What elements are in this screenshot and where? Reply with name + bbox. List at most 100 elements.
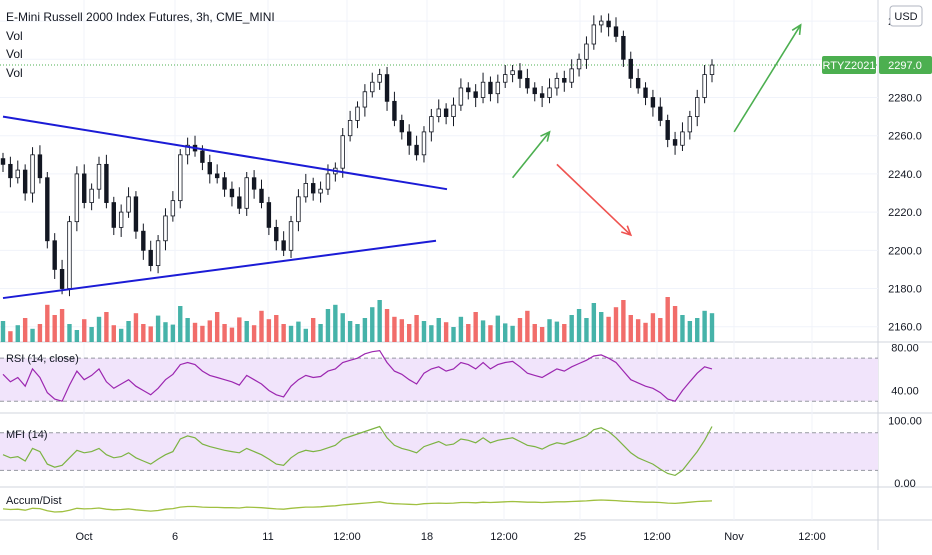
volume-bar — [8, 331, 13, 342]
candle-body — [495, 81, 501, 95]
candle-body — [621, 35, 626, 60]
time-tick-label: 12:00 — [798, 531, 826, 543]
green-arrow-2[interactable] — [733, 24, 802, 133]
candle-body — [296, 196, 301, 223]
vol-label-3: Vol — [6, 66, 23, 80]
volume-bar — [480, 320, 486, 342]
candle-body — [421, 131, 427, 156]
currency-label[interactable]: USD — [894, 11, 917, 23]
volume-bar — [200, 325, 205, 342]
volume-bar — [392, 316, 397, 342]
volume-bar — [52, 315, 57, 342]
volume-bar — [126, 321, 131, 342]
green-arrow-2-head — [791, 23, 802, 35]
candle-body — [562, 78, 567, 83]
volume-bar — [214, 312, 220, 342]
candle-body — [414, 144, 419, 156]
volume-bar — [318, 324, 323, 342]
candle-body — [22, 169, 28, 194]
volume-bar — [155, 315, 161, 342]
volume-bar — [355, 324, 360, 342]
volume-bar — [296, 321, 301, 342]
lower-trendline[interactable] — [2, 239, 437, 300]
symbol-tag[interactable] — [822, 56, 876, 75]
mfi-line — [2, 425, 713, 477]
volume-bar — [118, 328, 124, 342]
candle-body — [251, 177, 257, 190]
price-tick-label: 2260.0 — [888, 131, 922, 143]
mfi-tick-label: 0.00 — [894, 478, 915, 490]
green-arrow-1[interactable] — [511, 131, 551, 179]
volume-bar — [562, 324, 567, 342]
candle-body — [30, 154, 35, 194]
candle-body — [37, 154, 43, 179]
candle-body — [370, 81, 375, 93]
candle-body — [89, 188, 94, 203]
volume-bar — [709, 313, 715, 342]
rsi-tick-label: 40.00 — [891, 385, 919, 397]
volume-bar — [207, 320, 212, 342]
volume-bar — [237, 317, 242, 342]
candle-body — [606, 20, 611, 28]
currency-box[interactable] — [889, 5, 923, 27]
candle-body — [473, 91, 478, 98]
volume-bar — [635, 319, 641, 342]
last-price-tag[interactable] — [879, 56, 932, 75]
candle-body — [141, 230, 146, 251]
candle-body — [170, 200, 176, 217]
chart-title: E-Mini Russell 2000 Index Futures, 3h, C… — [6, 10, 275, 24]
volume-bar — [325, 309, 331, 342]
candle-body — [399, 120, 405, 133]
volume-bar — [281, 324, 286, 342]
volume-bar — [584, 318, 589, 342]
candle-body — [429, 116, 434, 133]
candle-body — [259, 188, 264, 203]
candle-body — [547, 87, 552, 98]
volume-bar — [96, 316, 102, 342]
candle-body — [539, 93, 545, 98]
candle-body — [340, 135, 345, 169]
candle-body — [281, 240, 286, 251]
volume-bar — [67, 324, 72, 342]
candle-body — [392, 100, 397, 121]
candle-body — [650, 97, 656, 108]
volume-bar — [37, 324, 43, 342]
price-tick-label: 2220.0 — [888, 207, 922, 219]
candle-body — [237, 196, 242, 209]
candle-body — [45, 177, 50, 242]
candle-body — [15, 169, 20, 179]
volume-bar — [192, 322, 198, 342]
rsi-band — [0, 358, 878, 402]
upper-trendline[interactable] — [2, 115, 448, 191]
time-tick-label: 25 — [574, 531, 586, 543]
candle-body — [569, 68, 574, 83]
candle-body — [436, 108, 441, 118]
candle-body — [510, 70, 515, 75]
volume-bar — [406, 324, 412, 342]
candle-body — [384, 74, 390, 102]
candle-body — [74, 173, 80, 223]
candle-body — [672, 139, 678, 146]
candle-body — [126, 196, 131, 213]
volume-bar — [525, 310, 530, 342]
candle-body — [665, 120, 670, 140]
volume-bar — [222, 324, 227, 342]
time-tick-label: 12:00 — [490, 531, 518, 543]
volume-bar — [288, 325, 294, 342]
volume-bar — [658, 318, 663, 342]
volume-bar — [399, 319, 405, 342]
volume-bar — [429, 325, 434, 342]
candle-body — [222, 177, 227, 190]
volume-bar — [266, 319, 272, 342]
volume-bar — [621, 300, 626, 342]
candle-body — [118, 211, 124, 228]
candle-body — [695, 97, 700, 118]
red-arrow[interactable] — [556, 163, 632, 236]
candle-body — [325, 173, 331, 190]
candle-body — [687, 116, 693, 133]
candle-body — [458, 87, 464, 106]
candle-body — [443, 108, 449, 118]
mfi-tick-label: 100.00 — [888, 415, 922, 427]
